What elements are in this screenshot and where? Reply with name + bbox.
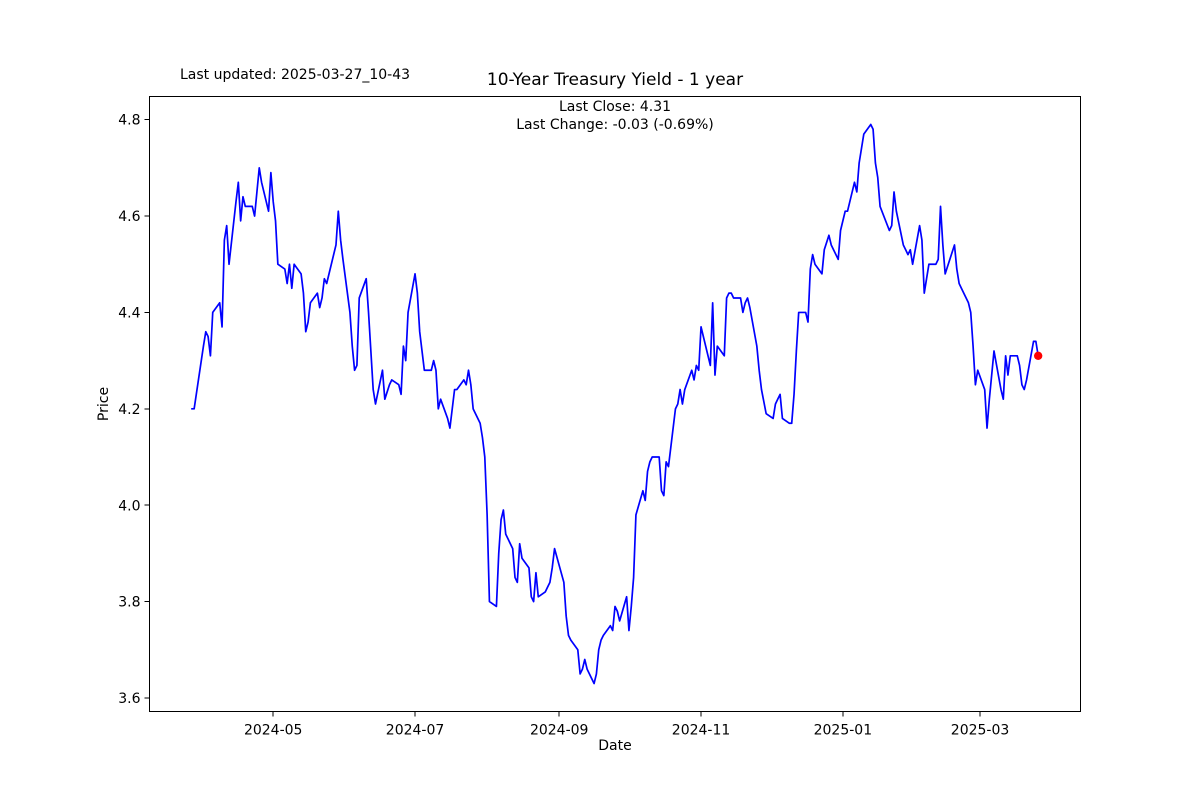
y-tick-label: 4.2: [118, 402, 140, 418]
x-tick-label: 2024-07: [386, 723, 445, 739]
x-tick-label: 2025-03: [951, 723, 1010, 739]
y-tick-label: 3.6: [118, 691, 140, 707]
last-price-marker: [1033, 351, 1043, 361]
x-tick-label: 2024-09: [530, 723, 589, 739]
y-tick-label: 4.8: [118, 113, 140, 129]
last-close-annotation: Last Close: 4.31: [558, 99, 672, 115]
y-tick-label: 4.0: [118, 498, 140, 514]
y-tick-label: 4.6: [118, 209, 140, 225]
x-tick-label: 2024-05: [244, 723, 303, 739]
plot-area-border: [149, 96, 1081, 712]
x-axis-label: Date: [598, 738, 632, 754]
chart-title: 10-Year Treasury Yield - 1 year: [486, 70, 744, 90]
price-line-series: [190, 123, 1040, 685]
y-tick-label: 3.8: [118, 595, 140, 611]
x-tick-label: 2024-11: [672, 723, 731, 739]
y-tick-label: 4.4: [118, 305, 140, 321]
last-updated-text: Last updated: 2025-03-27_10-43: [180, 67, 411, 83]
x-tick-label: 2025-01: [814, 723, 873, 739]
last-change-annotation: Last Change: -0.03 (-0.69%): [516, 117, 714, 133]
